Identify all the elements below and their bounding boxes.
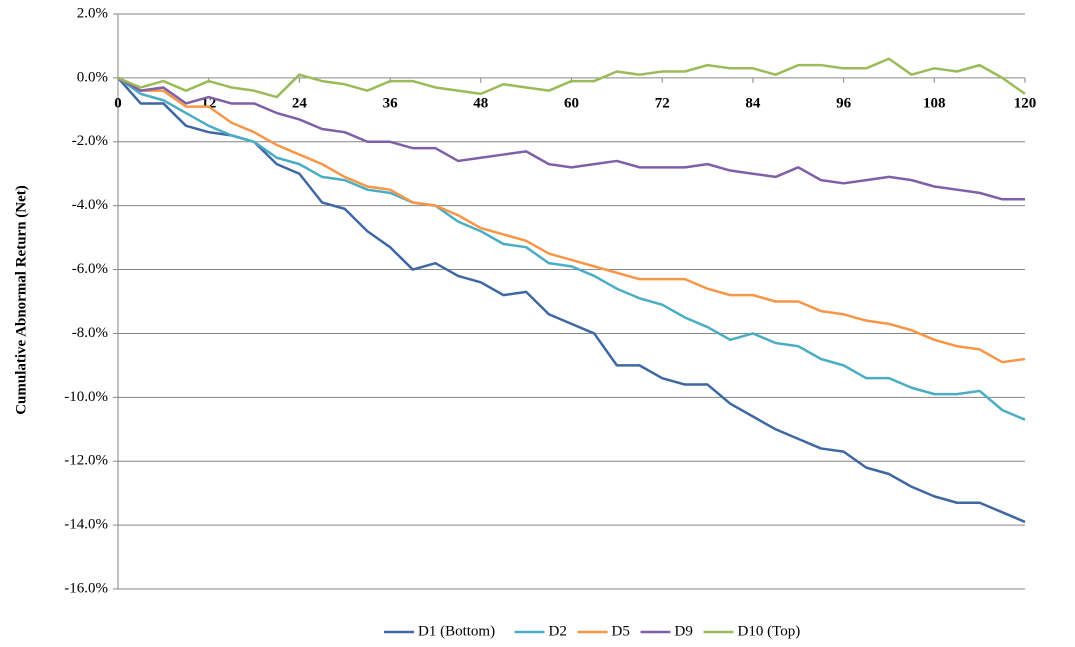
- series-line: [117, 77, 1026, 524]
- series-line: [117, 76, 1026, 421]
- legend-label: D5: [612, 623, 630, 639]
- x-tick-label: 48: [473, 95, 488, 111]
- x-tick-label: 0: [114, 95, 122, 111]
- x-tick-label: 72: [655, 95, 670, 111]
- x-tick-label: 36: [383, 95, 399, 111]
- legend-label: D9: [675, 623, 693, 639]
- y-tick-label: 0.0%: [77, 69, 108, 85]
- y-tick-label: -14.0%: [64, 517, 108, 533]
- y-tick-label: -2.0%: [72, 133, 108, 149]
- y-tick-label: -10.0%: [64, 389, 108, 405]
- series-line: [117, 76, 1025, 201]
- x-tick-label: 96: [836, 95, 852, 111]
- legend-label: D2: [549, 623, 567, 639]
- x-tick-label: 24: [292, 95, 308, 111]
- legend-label: D10 (Top): [738, 623, 801, 639]
- x-tick-label: 108: [923, 95, 946, 111]
- y-tick-label: -16.0%: [64, 580, 108, 596]
- series-line: [117, 76, 1026, 364]
- x-tick-label: 120: [1014, 95, 1037, 111]
- x-tick-label: 84: [745, 95, 761, 111]
- legend-label: D1 (Bottom): [418, 623, 495, 639]
- y-tick-label: -4.0%: [72, 197, 108, 213]
- series-line: [117, 57, 1026, 99]
- y-tick-label: 2.0%: [77, 5, 108, 21]
- y-tick-label: -6.0%: [72, 261, 108, 277]
- y-tick-label: -12.0%: [64, 453, 108, 469]
- y-axis-label: Cumulative Abnormal Return (Net): [13, 185, 29, 415]
- y-tick-label: -8.0%: [72, 325, 108, 341]
- x-tick-label: 60: [564, 95, 579, 111]
